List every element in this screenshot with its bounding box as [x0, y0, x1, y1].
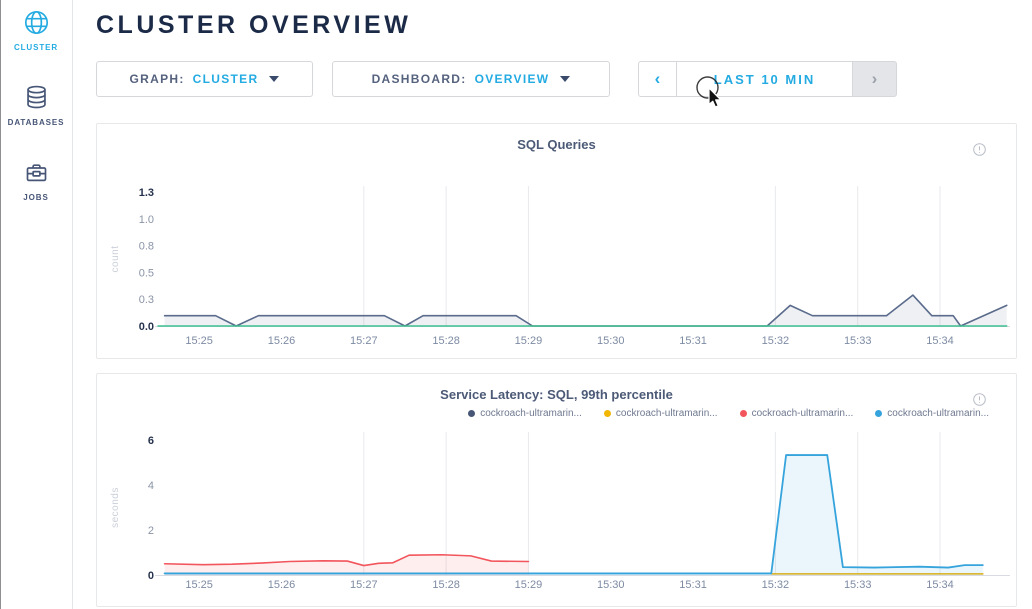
- chart-svg: 0 2 4 6 15:25 15:26 15:27 15:28 15:29 15:30 15:31 1…: [110, 432, 1010, 591]
- legend-entry[interactable]: cockroach-ultramarin...: [603, 406, 718, 420]
- x-axis-tick: 15:34: [926, 579, 954, 591]
- series-line-latency-node-blue: [163, 454, 984, 575]
- y-axis-tick: 1.3: [139, 187, 154, 199]
- chart-svg: 0.0 0.3 0.5 0.8 1.0 1.3 15:25 15:26 15:27 15:28 15…: [110, 186, 1010, 347]
- sidebar-item-cluster[interactable]: CLUSTER: [0, 9, 72, 52]
- x-axis-tick: 15:25: [185, 335, 213, 347]
- series-fill-sql-queries-count: [164, 295, 1007, 326]
- sidebar-item-jobs[interactable]: JOBS: [0, 159, 72, 202]
- x-axis-tick: 15:29: [515, 335, 543, 347]
- briefcase-icon: [26, 164, 46, 182]
- sidebar: CLUSTER DATABASES JOBS: [0, 0, 73, 609]
- series-fill-latency-node-red: [164, 554, 529, 575]
- page-title: CLUSTER OVERVIEW: [96, 11, 412, 39]
- series-dot-icon: [468, 409, 476, 417]
- y-axis-unit-label: count: [110, 246, 121, 273]
- y-axis-tick: 0.0: [139, 321, 154, 333]
- y-axis-tick: 0.3: [139, 294, 154, 306]
- y-axis-tick: 1.0: [139, 214, 154, 226]
- legend-entry[interactable]: cockroach-ultramarin...: [739, 406, 854, 420]
- x-axis-tick: 15:32: [762, 335, 790, 347]
- legend-entry[interactable]: cockroach-ultramarin...: [875, 406, 989, 420]
- x-axis-tick: 15:26: [268, 335, 296, 347]
- chevron-left-icon: ‹: [654, 69, 661, 88]
- dashboard-dropdown-label: DASHBOARD:: [371, 72, 467, 86]
- y-axis-unit-label: seconds: [110, 487, 121, 528]
- x-axis-tick: 15:25: [185, 579, 213, 591]
- x-axis-tick: 15:31: [679, 579, 707, 591]
- time-next-button[interactable]: ›: [852, 61, 897, 97]
- toolbar: GRAPH: CLUSTER DASHBOARD: OVERVIEW ‹ LAS…: [96, 61, 1017, 97]
- x-axis-tick: 15:28: [432, 335, 460, 347]
- chart-card-sql-queries: SQL Queries 0.0 0.3 0.5 0.8 1.0 1.3 15:25 15:26…: [96, 123, 1017, 359]
- x-axis-tick: 15:30: [597, 335, 625, 347]
- info-icon[interactable]: [973, 143, 986, 161]
- series-dot-icon: [603, 409, 611, 417]
- graph-dropdown-label: GRAPH:: [129, 72, 185, 86]
- service-latency-chart[interactable]: 0 2 4 6 15:25 15:26 15:27 15:28 15:29 15:30 15:31 1…: [97, 430, 1016, 606]
- y-axis-tick: 6: [148, 435, 154, 447]
- dashboard-dropdown[interactable]: DASHBOARD: OVERVIEW: [332, 61, 610, 97]
- x-axis-tick: 15:33: [844, 579, 872, 591]
- graph-dropdown[interactable]: GRAPH: CLUSTER: [96, 61, 313, 97]
- chevron-down-icon: [560, 76, 571, 82]
- series-dot-icon: [875, 409, 883, 417]
- series-fill-latency-node-blue: [164, 455, 983, 575]
- chart-title: SQL Queries: [517, 137, 596, 152]
- chart-card-service-latency: Service Latency: SQL, 99th percentile co…: [96, 373, 1017, 607]
- database-icon: [26, 85, 46, 109]
- chevron-down-icon: [269, 76, 280, 82]
- legend-label: cockroach-ultramarin...: [615, 407, 718, 419]
- time-range-selector: ‹ LAST 10 MIN ›: [638, 61, 897, 97]
- chart-title: Service Latency: SQL, 99th percentile: [440, 387, 673, 402]
- y-axis-tick: 0.8: [139, 241, 154, 253]
- x-axis-tick: 15:28: [432, 579, 460, 591]
- sidebar-item-databases[interactable]: DATABASES: [0, 84, 72, 127]
- legend-label: cockroach-ultramarin...: [751, 407, 854, 419]
- x-axis-tick: 15:26: [268, 579, 296, 591]
- series-line-latency-node-red: [163, 553, 530, 567]
- chart-header: Service Latency: SQL, 99th percentile: [97, 374, 1016, 406]
- series-dot-icon: [739, 409, 747, 417]
- chart-legend: cockroach-ultramarin... cockroach-ultrama…: [97, 406, 1016, 420]
- legend-label: cockroach-ultramarin...: [480, 407, 582, 419]
- sidebar-item-label: DATABASES: [7, 118, 65, 127]
- y-axis-tick: 0.5: [139, 267, 154, 279]
- x-axis-tick: 15:30: [597, 579, 625, 591]
- time-range-button[interactable]: LAST 10 MIN: [676, 61, 853, 97]
- window-edge: [0, 0, 1, 609]
- x-axis-tick: 15:32: [762, 579, 790, 591]
- y-axis-tick: 0: [148, 570, 154, 582]
- x-axis-tick: 15:27: [350, 579, 378, 591]
- dashboard-dropdown-value: OVERVIEW: [474, 72, 550, 86]
- legend-label: cockroach-ultramarin...: [887, 407, 989, 419]
- globe-icon: [24, 10, 48, 35]
- y-axis-tick: 4: [148, 480, 154, 492]
- sidebar-item-label: CLUSTER: [13, 43, 59, 52]
- x-axis-tick: 15:34: [926, 335, 954, 347]
- graph-dropdown-value: CLUSTER: [192, 72, 259, 86]
- time-prev-button[interactable]: ‹: [638, 61, 677, 97]
- chart-header: SQL Queries: [97, 124, 1016, 156]
- x-axis-tick: 15:31: [679, 335, 707, 347]
- y-axis-tick: 2: [148, 525, 154, 537]
- x-axis-tick: 15:33: [844, 335, 872, 347]
- sidebar-item-label: JOBS: [23, 193, 49, 202]
- x-axis-tick: 15:29: [515, 579, 543, 591]
- sql-queries-chart[interactable]: 0.0 0.3 0.5 0.8 1.0 1.3 15:25 15:26 15:27 15:28 15…: [97, 164, 1016, 358]
- legend-entry[interactable]: cockroach-ultramarin...: [468, 406, 582, 420]
- info-icon[interactable]: [973, 393, 986, 411]
- x-axis-tick: 15:27: [350, 335, 378, 347]
- main-content: CLUSTER OVERVIEW GRAPH: CLUSTER DASHBOAR…: [73, 0, 1032, 609]
- chevron-right-icon: ›: [871, 69, 878, 88]
